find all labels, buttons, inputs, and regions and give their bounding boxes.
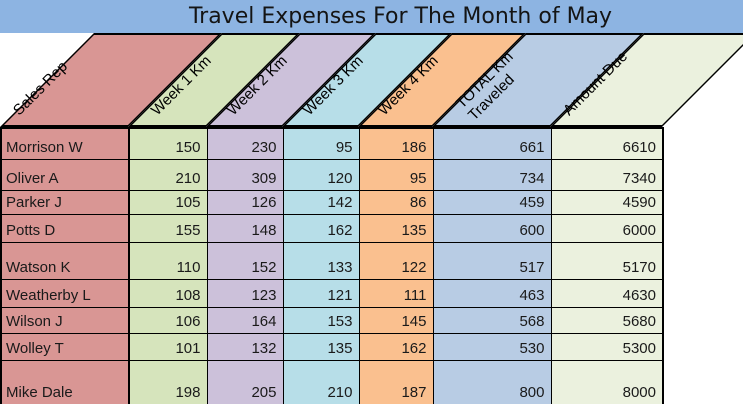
cell-week-4-km[interactable]: 95 [358, 158, 434, 191]
cell-total-km-traveled[interactable]: 600 [432, 213, 552, 243]
cell-amount-due[interactable]: 5300 [550, 332, 664, 361]
cell-amount-due[interactable]: 6000 [550, 213, 664, 243]
table-body: Morrison W 150 230 95 186 661 6610 Oliver A 210 3… [0, 127, 664, 404]
cell-week-2-km[interactable]: 126 [206, 189, 284, 215]
cell-week-4-km[interactable]: 122 [358, 241, 434, 280]
cell-week-4-km[interactable]: 86 [358, 189, 434, 215]
cell-amount-due[interactable]: 4590 [550, 189, 664, 215]
table-row-oliver-a: Oliver A 210 309 120 95 734 7340 [0, 158, 664, 191]
cell-sales-rep[interactable]: Morrison W [0, 127, 130, 160]
cell-amount-due[interactable]: 6610 [550, 127, 664, 160]
table-row-mike-dale: Mike Dale 198 205 210 187 800 8000 [0, 359, 664, 404]
table-row-potts-d: Potts D 155 148 162 135 600 6000 [0, 213, 664, 243]
cell-total-km-traveled[interactable]: 530 [432, 332, 552, 361]
cell-sales-rep[interactable]: Watson K [0, 241, 130, 280]
table-row-parker-j: Parker J 105 126 142 86 459 4590 [0, 189, 664, 215]
page-title: Travel Expenses For The Month of May [188, 4, 613, 29]
cell-amount-due[interactable]: 5170 [550, 241, 664, 280]
cell-total-km-traveled[interactable]: 463 [432, 278, 552, 308]
cell-week-1-km[interactable]: 110 [128, 241, 208, 280]
cell-week-4-km[interactable]: 135 [358, 213, 434, 243]
cell-week-1-km[interactable]: 106 [128, 306, 208, 334]
cell-amount-due[interactable]: 4630 [550, 278, 664, 308]
cell-week-3-km[interactable]: 142 [282, 189, 360, 215]
cell-sales-rep[interactable]: Parker J [0, 189, 130, 215]
cell-sales-rep[interactable]: Weatherby L [0, 278, 130, 308]
cell-week-3-km[interactable]: 162 [282, 213, 360, 243]
cell-week-1-km[interactable]: 150 [128, 127, 208, 160]
cell-week-3-km[interactable]: 120 [282, 158, 360, 191]
cell-amount-due[interactable]: 8000 [550, 359, 664, 404]
table-row-weatherby-l: Weatherby L 108 123 121 111 463 4630 [0, 278, 664, 308]
cell-week-2-km[interactable]: 205 [206, 359, 284, 404]
cell-total-km-traveled[interactable]: 568 [432, 306, 552, 334]
cell-week-2-km[interactable]: 152 [206, 241, 284, 280]
cell-sales-rep[interactable]: Wolley T [0, 332, 130, 361]
cell-week-4-km[interactable]: 186 [358, 127, 434, 160]
cell-total-km-traveled[interactable]: 734 [432, 158, 552, 191]
title-bar: Travel Expenses For The Month of May [0, 0, 743, 33]
cell-total-km-traveled[interactable]: 800 [432, 359, 552, 404]
cell-total-km-traveled[interactable]: 459 [432, 189, 552, 215]
cell-sales-rep[interactable]: Oliver A [0, 158, 130, 191]
cell-week-4-km[interactable]: 187 [358, 359, 434, 404]
cell-total-km-traveled[interactable]: 517 [432, 241, 552, 280]
cell-week-2-km[interactable]: 123 [206, 278, 284, 308]
cell-week-3-km[interactable]: 153 [282, 306, 360, 334]
cell-week-3-km[interactable]: 135 [282, 332, 360, 361]
cell-week-1-km[interactable]: 198 [128, 359, 208, 404]
cell-sales-rep[interactable]: Wilson J [0, 306, 130, 334]
cell-week-4-km[interactable]: 111 [358, 278, 434, 308]
expenses-table: Morrison W 150 230 95 186 661 6610 Oliver A 210 3… [0, 127, 664, 404]
cell-week-2-km[interactable]: 230 [206, 127, 284, 160]
cell-week-1-km[interactable]: 210 [128, 158, 208, 191]
cell-week-4-km[interactable]: 162 [358, 332, 434, 361]
column-header-band: Sales Rep Week 1 Km Week 2 Km Week 3 Km Week… [0, 33, 743, 127]
cell-week-1-km[interactable]: 105 [128, 189, 208, 215]
cell-week-3-km[interactable]: 210 [282, 359, 360, 404]
cell-total-km-traveled[interactable]: 661 [432, 127, 552, 160]
cell-week-3-km[interactable]: 95 [282, 127, 360, 160]
cell-sales-rep[interactable]: Potts D [0, 213, 130, 243]
cell-week-4-km[interactable]: 145 [358, 306, 434, 334]
table-row-wilson-j: Wilson J 106 164 153 145 568 5680 [0, 306, 664, 334]
cell-week-2-km[interactable]: 132 [206, 332, 284, 361]
cell-week-1-km[interactable]: 108 [128, 278, 208, 308]
cell-amount-due[interactable]: 7340 [550, 158, 664, 191]
cell-week-2-km[interactable]: 164 [206, 306, 284, 334]
cell-week-2-km[interactable]: 148 [206, 213, 284, 243]
data-table-wrap: Morrison W 150 230 95 186 661 6610 Oliver A 210 3… [0, 127, 664, 404]
cell-week-1-km[interactable]: 101 [128, 332, 208, 361]
cell-week-1-km[interactable]: 155 [128, 213, 208, 243]
table-row-wolley-t: Wolley T 101 132 135 162 530 5300 [0, 332, 664, 361]
cell-sales-rep[interactable]: Mike Dale [0, 359, 130, 404]
table-row-morrison-w: Morrison W 150 230 95 186 661 6610 [0, 127, 664, 160]
cell-week-3-km[interactable]: 133 [282, 241, 360, 280]
cell-amount-due[interactable]: 5680 [550, 306, 664, 334]
table-row-watson-k: Watson K 110 152 133 122 517 5170 [0, 241, 664, 280]
cell-week-3-km[interactable]: 121 [282, 278, 360, 308]
cell-week-2-km[interactable]: 309 [206, 158, 284, 191]
